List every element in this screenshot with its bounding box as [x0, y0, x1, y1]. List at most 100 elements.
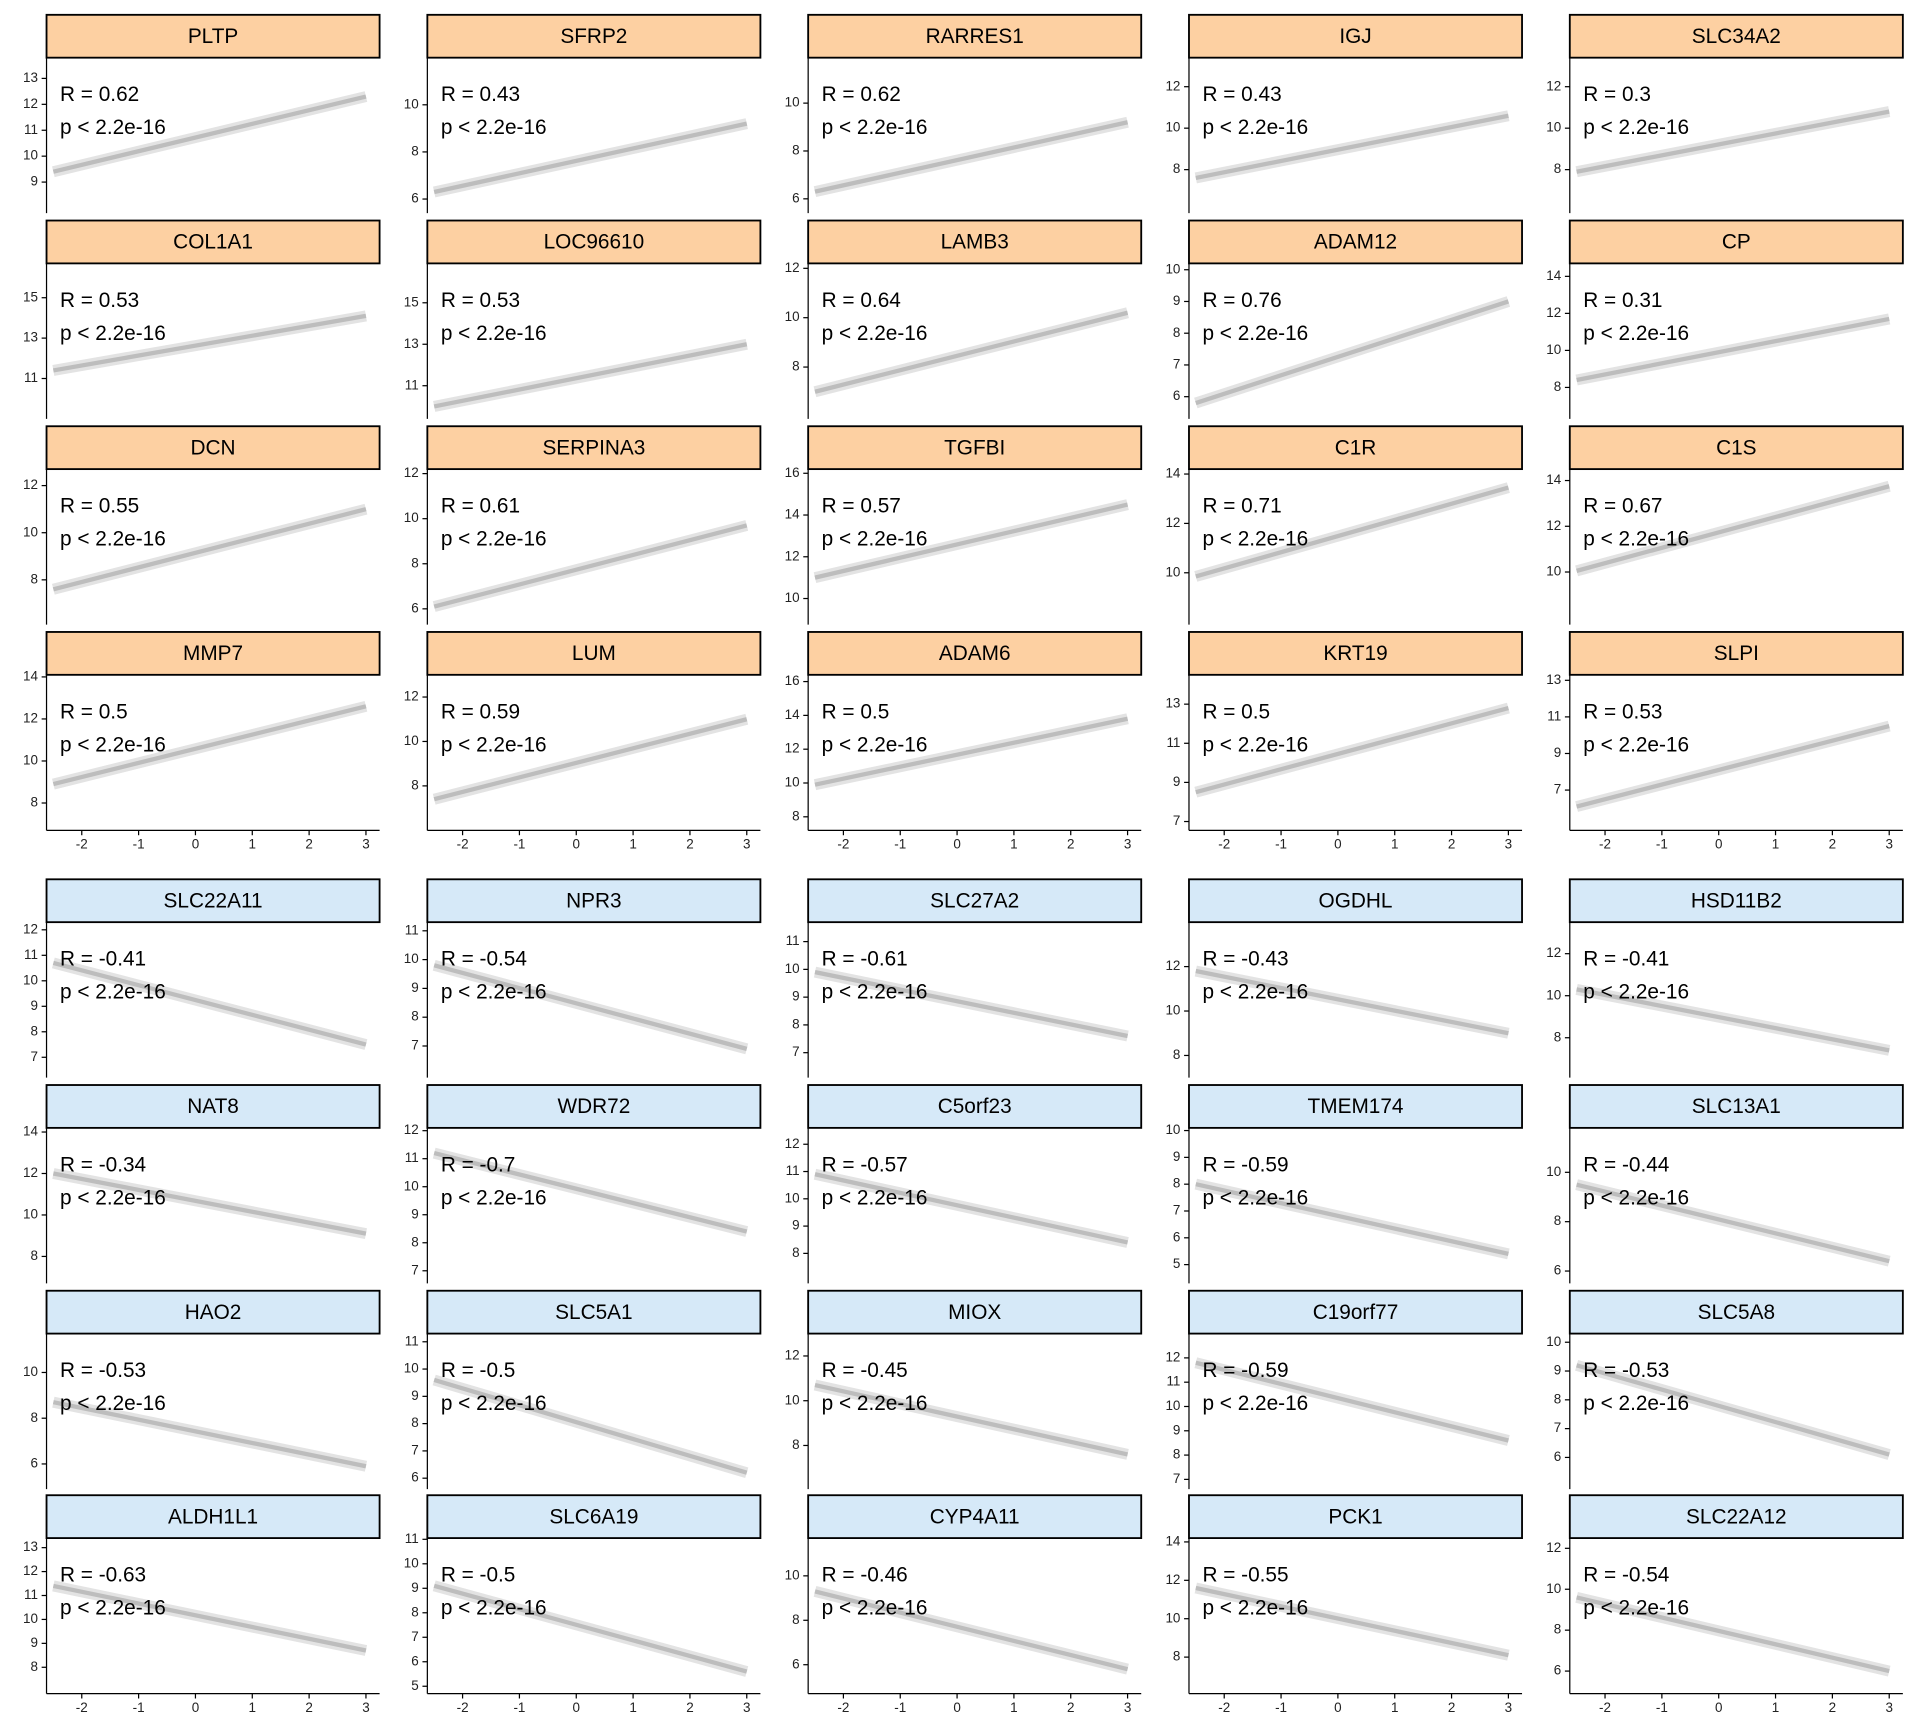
- annotation: R = 0.62: [60, 83, 139, 106]
- x-tick-label: -1: [1656, 1700, 1668, 1715]
- x-tick-label: 2: [1448, 1700, 1455, 1715]
- annotation: p < 2.2e-16: [822, 322, 928, 345]
- y-tick-label: 10: [404, 1361, 419, 1376]
- y-tick-label: 12: [785, 741, 800, 756]
- y-tick-label: 11: [24, 1587, 38, 1602]
- y-tick-label: 6: [30, 1456, 37, 1471]
- y-tick-label: 7: [411, 1262, 418, 1277]
- annotation: R = -0.63: [60, 1564, 146, 1587]
- x-tick-label: 2: [1829, 1700, 1836, 1715]
- annotation: p < 2.2e-16: [441, 1186, 547, 1209]
- y-tick-label: 8: [1554, 1213, 1561, 1228]
- x-tick-label: -1: [1275, 1700, 1287, 1715]
- annotation: p < 2.2e-16: [822, 528, 928, 551]
- regression-line: [1576, 109, 1890, 174]
- regression-line: [814, 502, 1129, 580]
- annotation: R = -0.41: [60, 948, 146, 971]
- y-tick-label: 11: [405, 922, 419, 937]
- y-tick-label: 10: [1165, 564, 1180, 579]
- annotation: p < 2.2e-16: [1202, 733, 1308, 756]
- y-tick-label: 7: [411, 1629, 418, 1644]
- x-tick-label: 2: [686, 1700, 693, 1715]
- strip: [45, 1494, 381, 1539]
- y-tick-label: 6: [1554, 1663, 1561, 1678]
- panel-title: LUM: [572, 642, 616, 665]
- y-tick-label: 13: [1165, 696, 1180, 711]
- x-tick-label: 2: [305, 1700, 312, 1715]
- strip: [45, 631, 381, 676]
- regression-line: [433, 1377, 748, 1475]
- y-tick-label: 8: [30, 1410, 37, 1425]
- y-tick-label: 12: [785, 548, 800, 563]
- panel-title: SLPI: [1714, 642, 1759, 665]
- y-tick-label: 9: [30, 1635, 37, 1650]
- y-tick-label: 7: [1173, 813, 1180, 828]
- y-tick-label: 12: [23, 1165, 38, 1180]
- x-tick-label: -2: [457, 837, 469, 852]
- annotation: p < 2.2e-16: [60, 1392, 166, 1415]
- strip: [45, 13, 381, 59]
- regression-line: [814, 310, 1129, 394]
- annotation: p < 2.2e-16: [822, 733, 928, 756]
- y-tick-label: 8: [30, 795, 37, 810]
- strip: [45, 1084, 381, 1129]
- strip: [1568, 878, 1904, 924]
- y-tick-label: 8: [792, 808, 799, 823]
- annotation: p < 2.2e-16: [1202, 322, 1308, 345]
- y-tick-label: 10: [404, 1555, 419, 1570]
- annotation: p < 2.2e-16: [1583, 981, 1689, 1004]
- regression-line: [52, 1171, 367, 1236]
- panel-title: COL1A1: [173, 231, 253, 254]
- regression-line: [1195, 485, 1509, 579]
- y-tick-label: 5: [1173, 1256, 1180, 1271]
- y-tick-label: 8: [30, 1248, 37, 1263]
- annotation: R = 0.71: [1202, 495, 1281, 518]
- x-tick-label: -1: [1656, 837, 1668, 852]
- x-tick-label: -1: [133, 837, 145, 852]
- x-tick-label: 1: [1772, 837, 1779, 852]
- annotation: R = -0.53: [1583, 1359, 1669, 1382]
- y-tick-label: 7: [1554, 1420, 1561, 1435]
- y-tick-label: 13: [23, 1539, 38, 1554]
- annotation: p < 2.2e-16: [441, 322, 547, 345]
- x-tick-label: 0: [1715, 837, 1722, 852]
- y-tick-label: 8: [411, 1415, 418, 1430]
- annotation: R = 0.31: [1583, 289, 1662, 312]
- x-tick-label: 0: [192, 837, 199, 852]
- strip: [1188, 1289, 1523, 1335]
- y-tick-label: 12: [785, 1348, 800, 1363]
- y-tick-label: 8: [411, 777, 418, 792]
- annotation: p < 2.2e-16: [1202, 116, 1308, 139]
- annotation: R = 0.53: [441, 289, 520, 312]
- x-tick-label: 3: [1505, 837, 1512, 852]
- panel-title: CYP4A11: [930, 1505, 1020, 1528]
- y-tick-label: 8: [30, 571, 37, 586]
- y-tick-label: 7: [1173, 1471, 1180, 1486]
- regression-line: [433, 1583, 748, 1674]
- x-tick-label: 1: [249, 1700, 256, 1715]
- panel-title: ADAM12: [1314, 231, 1397, 254]
- y-tick-label: 12: [404, 1122, 419, 1137]
- x-tick-label: -2: [837, 837, 849, 852]
- regression-line: [52, 507, 367, 592]
- regression-line: [52, 960, 367, 1047]
- y-tick-label: 10: [1546, 1164, 1561, 1179]
- regression-line: [433, 1151, 748, 1234]
- y-tick-label: 7: [30, 1049, 37, 1064]
- x-tick-label: -1: [513, 837, 525, 852]
- panel-title: SFRP2: [560, 25, 627, 48]
- y-tick-label: 12: [1165, 1572, 1180, 1587]
- annotation: R = -0.59: [1202, 1359, 1288, 1382]
- y-tick-label: 8: [1173, 1649, 1180, 1664]
- y-tick-label: 10: [404, 1178, 419, 1193]
- annotation: R = -0.54: [1583, 1564, 1669, 1587]
- annotation: R = 0.53: [1583, 700, 1662, 723]
- annotation: p < 2.2e-16: [60, 981, 166, 1004]
- regression-line: [1576, 987, 1890, 1053]
- x-tick-label: 1: [1010, 1700, 1017, 1715]
- x-tick-label: 2: [1829, 837, 1836, 852]
- y-tick-label: 10: [785, 590, 800, 605]
- x-tick-label: 1: [1010, 837, 1017, 852]
- y-tick-label: 9: [1173, 293, 1180, 308]
